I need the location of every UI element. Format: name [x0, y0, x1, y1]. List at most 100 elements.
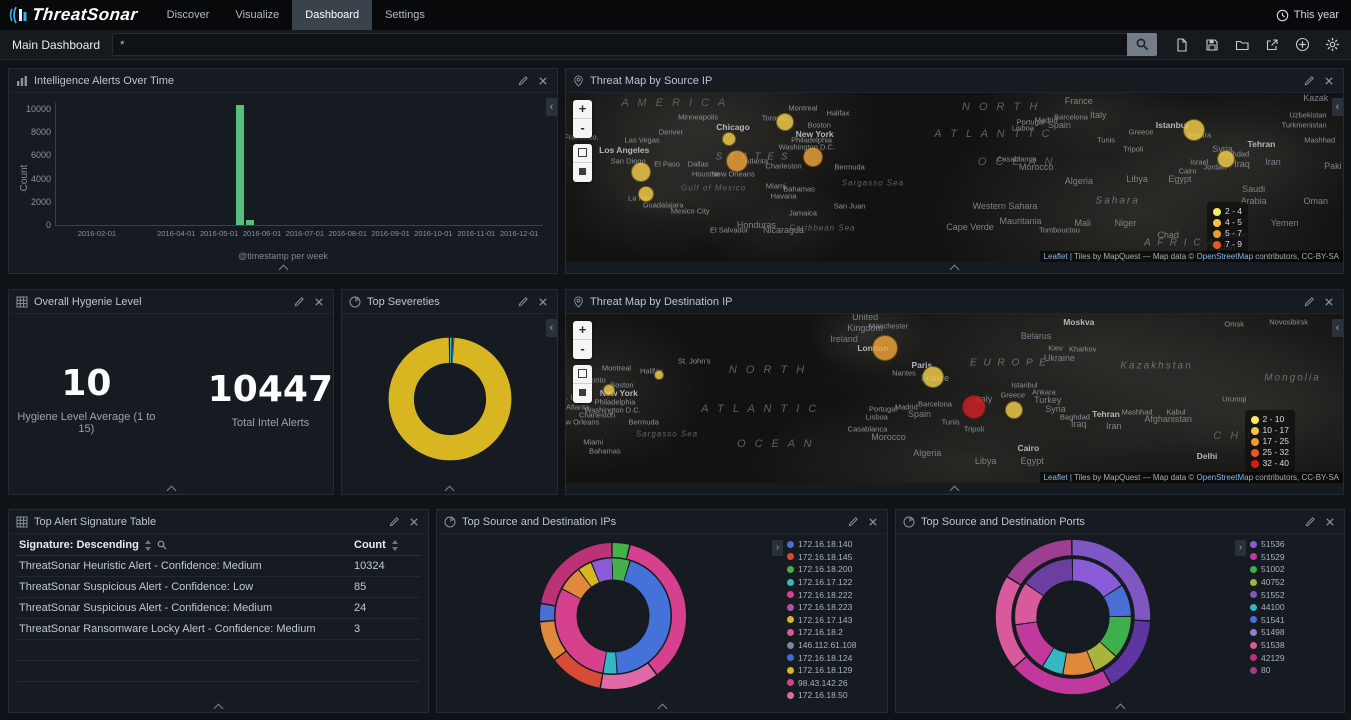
- remove-panel-icon[interactable]: [409, 516, 421, 528]
- edit-panel-icon[interactable]: [518, 75, 530, 87]
- edit-panel-icon[interactable]: [294, 296, 306, 308]
- new-dashboard-button[interactable]: [1167, 30, 1197, 59]
- table-row[interactable]: ThreatSonar Suspicious Alert - Confidenc…: [17, 576, 420, 598]
- tile-map-destination[interactable]: + - 2 - 10 10 - 17 17 - 25 25 - 32 32 - 40 L…: [566, 314, 1343, 483]
- map-marker[interactable]: [803, 147, 824, 168]
- legend-item[interactable]: 51529: [1250, 551, 1336, 564]
- collapse-panel-button[interactable]: [9, 483, 333, 496]
- donut-segment[interactable]: [388, 337, 511, 460]
- donut-segment[interactable]: [555, 558, 671, 674]
- map-marker[interactable]: [654, 369, 665, 380]
- legend-item[interactable]: 98.43.142.26: [787, 677, 879, 690]
- legend-item[interactable]: 172.16.18.2: [787, 626, 879, 639]
- severities-donut[interactable]: [375, 324, 525, 474]
- remove-panel-icon[interactable]: [538, 75, 550, 87]
- draw-filter-button[interactable]: [573, 365, 592, 384]
- time-picker[interactable]: This year: [1264, 0, 1351, 30]
- collapse-panel-button[interactable]: [896, 701, 1344, 714]
- brand-logo[interactable]: ThreatSonar: [0, 0, 148, 30]
- donut-segment[interactable]: [1015, 559, 1131, 675]
- edit-panel-icon[interactable]: [1304, 296, 1316, 308]
- donut-segment[interactable]: [540, 543, 686, 689]
- table-row[interactable]: ThreatSonar Ransomware Locky Alert - Con…: [17, 618, 420, 640]
- legend-item[interactable]: 172.16.18.200: [787, 563, 879, 576]
- remove-panel-icon[interactable]: [1325, 516, 1337, 528]
- column-signature[interactable]: Signature: Descending: [17, 535, 352, 556]
- edit-panel-icon[interactable]: [518, 296, 530, 308]
- map-marker[interactable]: [1182, 119, 1205, 142]
- table-row[interactable]: ThreatSonar Suspicious Alert - Confidenc…: [17, 597, 420, 619]
- collapse-panel-button[interactable]: [566, 483, 1343, 496]
- table-row[interactable]: ThreatSonar Heuristic Alert - Confidence…: [17, 555, 420, 577]
- collapse-panel-button[interactable]: [566, 262, 1343, 275]
- map-marker[interactable]: [602, 384, 615, 397]
- ips-donut[interactable]: [533, 536, 693, 696]
- legend-expand-button[interactable]: [772, 540, 783, 556]
- legend-item[interactable]: 172.16.18.129: [787, 664, 879, 677]
- attribution-link[interactable]: OpenStreetMap: [1196, 473, 1254, 482]
- map-marker[interactable]: [638, 186, 655, 203]
- donut-segment[interactable]: [555, 558, 671, 674]
- zoom-in-button[interactable]: +: [573, 100, 592, 119]
- nav-item-dashboard[interactable]: Dashboard: [292, 0, 373, 30]
- collapse-panel-button[interactable]: [9, 701, 428, 714]
- legend-item[interactable]: 51536: [1250, 538, 1336, 551]
- attribution-link[interactable]: Leaflet: [1043, 473, 1068, 482]
- legend-item[interactable]: 172.16.17.122: [787, 576, 879, 589]
- donut-segment[interactable]: [1015, 559, 1131, 675]
- donut-segment[interactable]: [540, 543, 686, 689]
- fit-bounds-button[interactable]: [573, 384, 592, 403]
- legend-item[interactable]: 172.16.18.223: [787, 601, 879, 614]
- legend-item[interactable]: 80: [1250, 664, 1336, 677]
- zoom-in-button[interactable]: +: [573, 321, 592, 340]
- legend-item[interactable]: 51498: [1250, 626, 1336, 639]
- nav-item-discover[interactable]: Discover: [166, 9, 210, 21]
- collapse-panel-button[interactable]: [437, 701, 887, 714]
- column-count[interactable]: Count: [352, 535, 420, 556]
- donut-segment[interactable]: [540, 543, 686, 689]
- donut-segment[interactable]: [555, 558, 671, 674]
- map-marker[interactable]: [1004, 401, 1023, 420]
- donut-segment[interactable]: [995, 539, 1151, 695]
- edit-panel-icon[interactable]: [1304, 75, 1316, 87]
- options-gear-button[interactable]: [1317, 30, 1347, 59]
- attribution-link[interactable]: Leaflet: [1043, 252, 1068, 261]
- nav-item-visualize[interactable]: Visualize: [235, 9, 280, 21]
- legend-collapse-button[interactable]: [1332, 98, 1343, 116]
- donut-segment[interactable]: [1015, 559, 1131, 675]
- legend-item[interactable]: 172.16.18.140: [787, 538, 879, 551]
- ports-donut[interactable]: [991, 535, 1155, 699]
- legend-item[interactable]: 51541: [1250, 614, 1336, 627]
- map-marker[interactable]: [776, 112, 795, 131]
- edit-panel-icon[interactable]: [1305, 516, 1317, 528]
- fit-bounds-button[interactable]: [573, 163, 592, 182]
- attribution-link[interactable]: OpenStreetMap: [1196, 252, 1254, 261]
- legend-collapse-button[interactable]: [546, 98, 557, 116]
- map-marker[interactable]: [921, 365, 944, 388]
- legend-item[interactable]: 44100: [1250, 601, 1336, 614]
- map-marker[interactable]: [961, 394, 986, 419]
- save-dashboard-button[interactable]: [1197, 30, 1227, 59]
- add-visualization-button[interactable]: [1287, 30, 1317, 59]
- donut-segment[interactable]: [555, 558, 671, 674]
- remove-panel-icon[interactable]: [1324, 296, 1336, 308]
- legend-item[interactable]: 172.16.18.145: [787, 551, 879, 564]
- donut-segment[interactable]: [995, 539, 1151, 695]
- load-dashboard-button[interactable]: [1227, 30, 1257, 59]
- map-marker[interactable]: [725, 149, 748, 172]
- donut-segment[interactable]: [388, 337, 511, 460]
- zoom-out-button[interactable]: -: [573, 340, 592, 359]
- query-input[interactable]: [112, 33, 1127, 56]
- legend-item[interactable]: 172.16.18.222: [787, 588, 879, 601]
- legend-item[interactable]: 172.16.17.143: [787, 614, 879, 627]
- bar[interactable]: [246, 220, 255, 225]
- donut-segment[interactable]: [995, 539, 1151, 695]
- nav-item-settings[interactable]: Settings: [385, 9, 425, 21]
- legend-item[interactable]: 51002: [1250, 563, 1336, 576]
- share-dashboard-button[interactable]: [1257, 30, 1287, 59]
- legend-item[interactable]: 146.112.61.108: [787, 639, 879, 652]
- legend-collapse-button[interactable]: [1332, 319, 1343, 337]
- map-marker[interactable]: [722, 131, 737, 146]
- donut-segment[interactable]: [1015, 559, 1131, 675]
